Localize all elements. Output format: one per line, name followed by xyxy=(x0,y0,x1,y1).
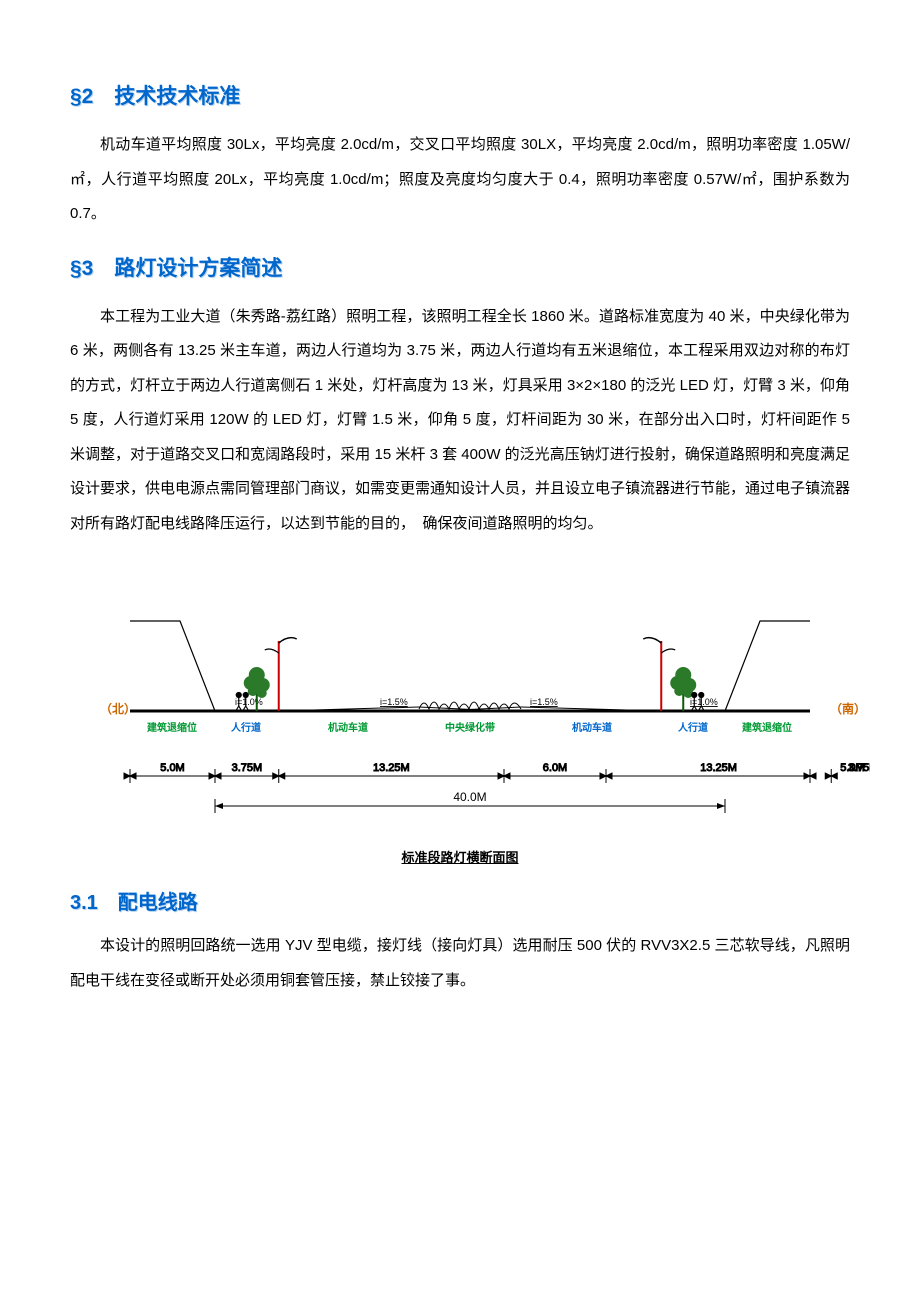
north-label: （北） xyxy=(100,701,136,716)
dim-label: 3.75M xyxy=(232,762,263,774)
section-2-heading: §2 技术技术标准 xyxy=(70,80,850,110)
dim-label: 6.0M xyxy=(543,762,567,774)
dim-label: 5.0M xyxy=(160,762,184,774)
dim-label: 13.25M xyxy=(700,762,737,774)
zone-lane-right-label: 机动车道 xyxy=(572,721,612,734)
dim-label: 5.0M xyxy=(840,762,864,774)
section-3-1-paragraph: 本设计的照明回路统一选用 YJV 型电缆，接灯线（接向灯具）选用耐压 500 伏… xyxy=(70,929,850,998)
slope-mid-right-label: i=1.5% xyxy=(530,697,558,707)
slope-mid-left-label: i=1.5% xyxy=(380,697,408,707)
dim-total: 40.0M xyxy=(453,790,486,804)
dim-label: 13.25M xyxy=(373,762,410,774)
south-label: （南） xyxy=(830,701,866,716)
zone-median-label: 中央绿化带 xyxy=(445,721,495,734)
zone-sidewalk-left-label: 人行道 xyxy=(231,721,261,734)
cross-section-figure: （北） （南） i=1.0% i=1.5% i=1.5% i=1.0% xyxy=(70,581,850,866)
figure-caption: 标准段路灯横断面图 xyxy=(70,847,850,866)
zone-building-left-label: 建筑退缩位 xyxy=(146,721,197,734)
zone-building-right-label: 建筑退缩位 xyxy=(741,721,792,734)
section-3-paragraph: 本工程为工业大道（朱秀路-荔红路）照明工程，该照明工程全长 1860 米。道路标… xyxy=(70,300,850,542)
section-2-paragraph: 机动车道平均照度 30Lx，平均亮度 2.0cd/m，交叉口平均照度 30LX，… xyxy=(70,128,850,232)
section-3-heading: §3 路灯设计方案简述 xyxy=(70,252,850,282)
section-3-1-heading: 3.1 配电线路 xyxy=(70,886,850,915)
zone-sidewalk-right-label: 人行道 xyxy=(678,721,708,734)
zone-lane-left-label: 机动车道 xyxy=(328,721,368,734)
